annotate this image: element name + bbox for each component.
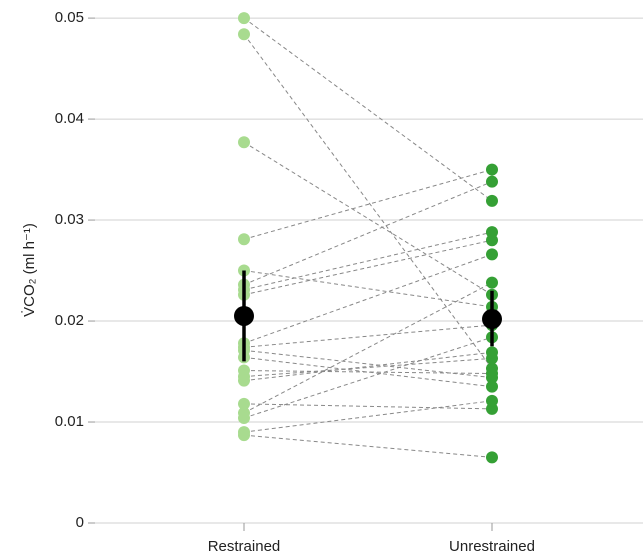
data-point	[486, 234, 498, 247]
mean-point	[482, 309, 502, 330]
pair-line	[243, 356, 493, 388]
data-point	[486, 451, 498, 464]
y-axis-label: V̇CO₂ (ml h⁻¹)	[21, 223, 38, 317]
data-point	[238, 233, 250, 246]
data-point	[238, 28, 250, 41]
pair-line	[243, 400, 493, 433]
y-tick-label: 0.01	[55, 413, 84, 430]
pair-line	[243, 253, 493, 344]
pair-line	[243, 434, 493, 458]
pair-line	[243, 351, 493, 382]
data-point	[486, 276, 498, 289]
y-tick-label: 0.05	[55, 9, 84, 26]
data-point	[238, 374, 250, 387]
pair-line	[243, 403, 493, 410]
pair-line	[243, 141, 493, 296]
y-tick-label: 0.03	[55, 211, 84, 228]
pair-line	[243, 324, 493, 348]
pair-line	[243, 270, 493, 308]
pair-line	[243, 17, 493, 202]
x-tick-label: Restrained	[208, 538, 281, 555]
data-point	[238, 429, 250, 442]
data-point	[486, 380, 498, 393]
data-point	[238, 136, 250, 149]
pair-line	[243, 33, 493, 369]
data-point	[486, 175, 498, 188]
data-point	[486, 194, 498, 207]
pair-line	[243, 370, 493, 375]
pair-line	[243, 336, 493, 419]
data-point	[486, 248, 498, 261]
pair-line	[243, 181, 493, 286]
x-tick-label: Unrestrained	[449, 538, 535, 555]
data-point	[238, 411, 250, 424]
data-point	[238, 397, 250, 410]
pair-line	[243, 282, 493, 414]
data-point	[486, 394, 498, 407]
y-tick-label: 0.02	[55, 312, 84, 329]
y-tick-label: 0	[76, 514, 84, 531]
pair-line	[243, 239, 493, 296]
data-point	[238, 12, 250, 25]
mean-point	[234, 305, 254, 326]
data-point	[486, 346, 498, 359]
y-tick-label: 0.04	[55, 110, 84, 127]
data-point	[486, 367, 498, 380]
pair-line	[243, 231, 493, 291]
pair-line	[243, 169, 493, 240]
data-point	[486, 163, 498, 176]
